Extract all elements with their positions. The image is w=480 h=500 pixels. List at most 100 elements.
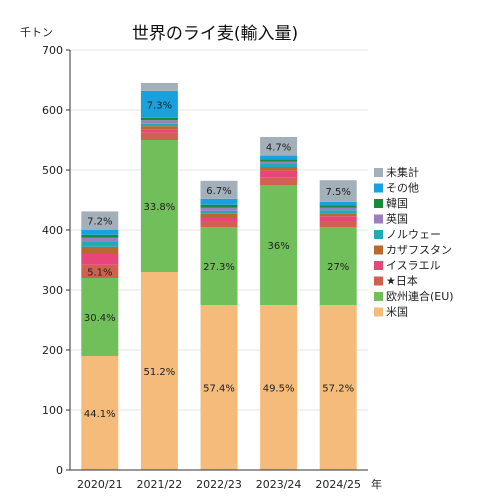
legend-label-3: 英国 [386,212,408,226]
legend-swatch-4 [374,230,383,239]
bar-segment-0-5 [81,241,119,247]
bar-segment-4-7 [319,205,357,208]
y-tick-label-4: 400 [42,224,63,237]
bar-segment-1-6 [140,120,178,124]
legend-swatch-3 [374,214,383,224]
chart-title: 世界のライ麦(輸入量) [132,24,298,44]
bar-segment-4-0 [319,305,357,470]
legend-label-6: イスラエル [386,259,441,272]
y-tick-label-0: 0 [56,464,63,477]
bar-segment-4-8 [319,201,357,206]
data-label-1-0: 51.2% [144,367,176,378]
y-tick-label-2: 200 [42,344,63,357]
bar-segment-2-1 [200,227,238,305]
bar-segment-3-8 [260,155,298,160]
bar-segment-0-3 [81,254,119,265]
data-label-2-0: 57.4% [203,384,235,395]
bar-segment-2-3 [200,218,238,221]
data-label-4-0: 57.2% [322,384,354,395]
legend-swatch-9 [374,307,383,317]
legend-label-4: ノルウェー [386,228,441,241]
bar-segment-2-4 [200,213,238,218]
data-label-2-9: 6.7% [206,186,231,197]
bar-segment-4-9 [319,180,357,202]
bar-segment-2-7 [200,204,238,208]
bar-segment-3-5 [260,164,298,167]
y-tick-label-7: 700 [42,44,63,57]
bar-segment-0-4 [81,246,119,254]
legend-label-1: その他 [386,182,419,195]
bar-segment-3-9 [260,137,298,156]
x-tick-label-2: 2022/23 [196,478,242,491]
x-tick-label-3: 2023/24 [256,478,302,491]
legend-label-8: 欧州連合(EU) [386,289,454,303]
bar-segment-0-0 [81,356,119,470]
bar-segment-3-2 [260,177,298,185]
bar-segment-1-7 [140,117,178,121]
bar-segment-1-0 [140,272,178,470]
bar-segment-0-7 [81,234,119,238]
x-tick-label-4: 2024/25 [315,478,361,491]
x-tick-label-0: 2020/21 [77,478,123,491]
bar-segment-4-5 [319,210,357,214]
bar-segment-3-1 [260,185,298,305]
bar-segment-3-6 [260,161,298,164]
data-label-3-9: 4.7% [266,142,291,153]
y-tick-label-6: 600 [42,104,63,117]
data-label-3-0: 49.5% [263,384,295,395]
data-label-2-1: 27.3% [203,262,235,273]
legend-swatch-5 [374,245,383,255]
data-label-0-1: 30.4% [84,313,116,324]
bar-segment-2-8 [200,198,238,205]
bars: 44.1% 30.4% 5.1% 7.2% 51.2% 33.8% 7.3% 57.4% 27.… [81,83,357,470]
bar-segment-1-9 [140,83,178,91]
x-tick-label-1: 2021/22 [137,478,183,491]
bar-segment-1-1 [140,140,178,272]
legend-swatch-0 [374,168,383,177]
data-label-0-0: 44.1% [84,409,116,420]
bar-segment-2-6 [200,207,238,211]
legend-label-7: ★日本 [386,274,418,288]
y-tick-label-1: 100 [42,404,63,417]
data-label-3-1: 36% [267,241,289,252]
legend-swatch-7 [374,276,383,286]
bar-segment-4-2 [319,221,357,227]
legend-swatch-6 [374,261,383,270]
legend-label-9: 米国 [386,306,408,319]
legend-swatch-2 [374,199,383,208]
bar-segment-0-8 [81,230,119,235]
bar-segment-3-7 [260,159,298,162]
data-label-4-1: 27% [327,262,349,273]
bar-segment-1-8 [140,90,178,118]
bar-segment-4-3 [319,216,357,221]
x-axis-label: 年 [371,477,382,491]
bar-segment-0-2 [81,264,119,278]
data-label-1-1: 33.8% [144,202,176,213]
bar-segment-3-0 [260,305,298,470]
bar-segment-4-6 [319,207,357,211]
bar-segment-2-2 [200,221,238,227]
y-axis-label: 千トン [20,26,53,39]
bar-segment-2-0 [200,305,238,470]
bar-segment-3-4 [260,167,298,171]
legend-label-2: 韓国 [386,197,408,210]
bar-segment-3-3 [260,170,298,178]
legend-swatch-1 [374,183,383,193]
legend-label-0: 未集計 [386,165,419,179]
data-label-1-8: 7.3% [147,100,172,111]
bar-segment-0-9 [81,211,119,230]
data-label-0-2: 5.1% [87,267,112,278]
bar-segment-1-2 [140,132,178,140]
data-label-0-9: 7.2% [87,217,112,228]
bar-segment-1-5 [140,123,178,127]
axes: 0 100 200 300 400 500 600 700 2020/21 2021/22 2022… [42,44,368,491]
bar-segment-1-3 [140,129,178,133]
bar-segment-1-4 [140,126,178,130]
y-tick-label-3: 300 [42,284,63,297]
bar-segment-4-1 [319,227,357,305]
bar-segment-2-9 [200,180,238,199]
legend-swatch-8 [374,292,383,301]
bar-segment-0-6 [81,237,119,242]
